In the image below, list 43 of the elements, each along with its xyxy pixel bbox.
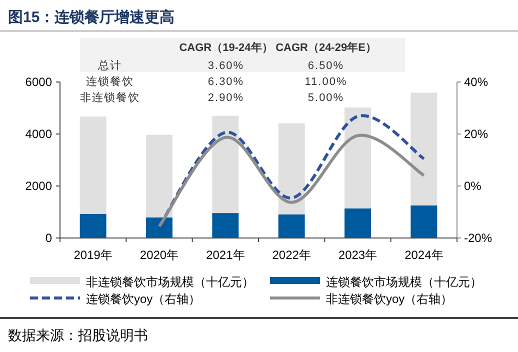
y2-tick-label: 20% — [464, 127, 488, 141]
bar — [410, 206, 438, 238]
annotation: 6.30% — [208, 76, 244, 88]
x-tick-label: 2019年 — [74, 248, 112, 262]
y-tick-label: 6000 — [25, 75, 52, 89]
bar — [146, 134, 172, 218]
bar — [146, 217, 172, 238]
y-tick-label: 4000 — [25, 127, 52, 141]
text: 3.60% — [208, 60, 244, 72]
annotation: 连锁餐饮 — [86, 76, 134, 88]
annotation: 2.90% — [208, 92, 244, 104]
x-tick-label: 2023年 — [338, 248, 378, 262]
bar — [410, 92, 438, 206]
bar — [80, 214, 106, 238]
source-note: 数据来源：招股说明书 — [8, 327, 148, 343]
y-tick-label: 0 — [45, 231, 52, 245]
x-tick-label: 2020年 — [140, 248, 179, 262]
legend-label: 连锁餐饮yoy（右轴） — [86, 292, 201, 306]
annotation: 5.00% — [308, 92, 344, 104]
x-tick-label: 2024年 — [404, 248, 444, 262]
bar — [278, 123, 305, 214]
legend-label: 非连锁餐饮市场规模（十亿元） — [86, 275, 254, 289]
text: 总计 — [97, 59, 122, 72]
text: 6.50% — [308, 60, 344, 72]
y2-tick-label: -20% — [464, 231, 492, 245]
bar — [344, 107, 371, 208]
annotation: 11.00% — [304, 76, 348, 88]
text: CAGR（24-29年E） — [276, 41, 376, 54]
bar — [212, 213, 239, 238]
bar — [212, 116, 239, 214]
y2-tick-label: 0% — [464, 179, 482, 193]
chart-title: 图15：连锁餐厅增速更高 — [8, 8, 175, 26]
legend-label: 连锁餐饮市场规模（十亿元） — [326, 275, 482, 289]
bar — [80, 116, 106, 214]
bar — [344, 208, 371, 238]
annotation: 非连锁餐饮 — [80, 91, 140, 104]
y-tick-label: 2000 — [25, 179, 52, 193]
y2-tick-label: 40% — [464, 75, 488, 89]
x-tick-label: 2022年 — [272, 248, 311, 262]
bar — [278, 214, 305, 238]
legend-label: 非连锁餐饮yoy（右轴） — [326, 292, 453, 306]
text: CAGR（19-24年） — [179, 41, 273, 54]
x-tick-label: 2021年 — [206, 248, 245, 262]
